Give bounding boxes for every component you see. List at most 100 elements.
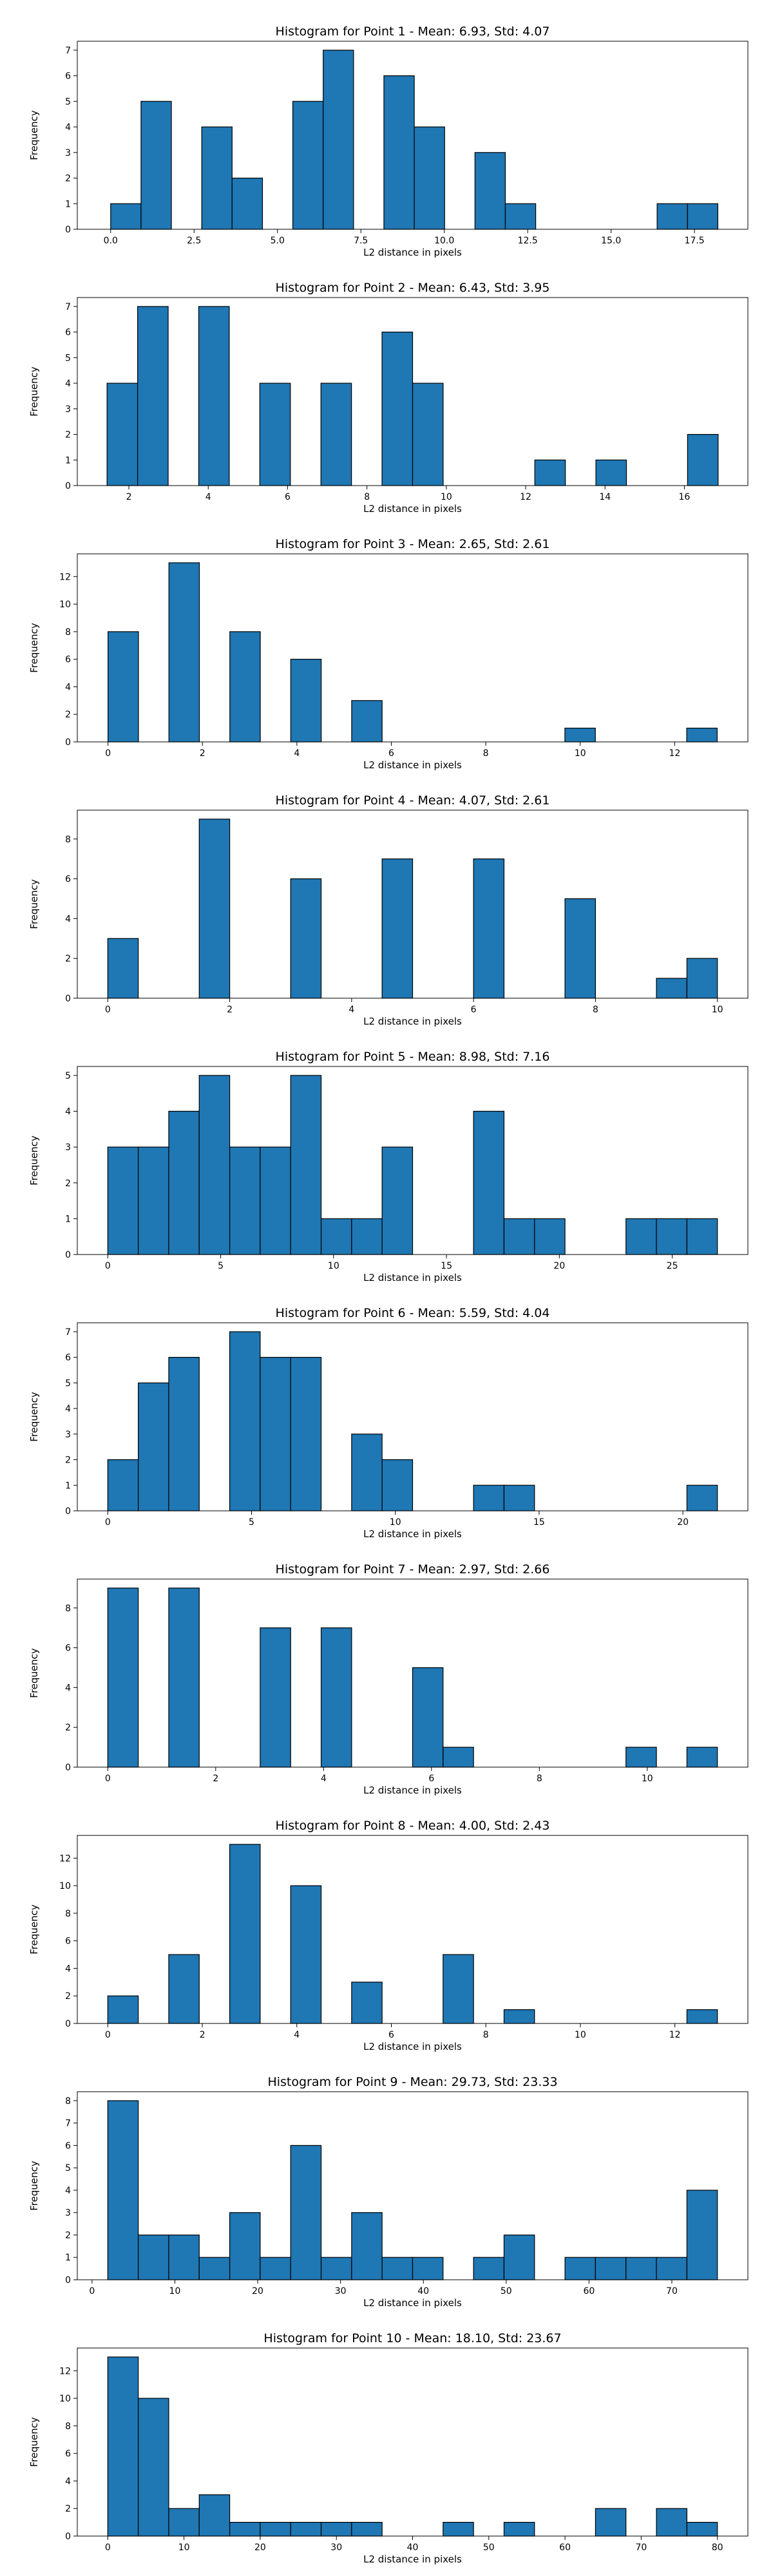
histogram-bar <box>290 1075 322 1255</box>
y-tick-label: 2 <box>65 1991 71 2002</box>
histogram-bar <box>687 203 718 230</box>
y-tick-label: 8 <box>65 1604 71 1614</box>
histogram-bar <box>320 1627 352 1768</box>
chart-title: Histogram for Point 1 - Mean: 6.93, Std:… <box>276 24 550 39</box>
y-tick-label: 7 <box>65 46 71 56</box>
x-tick-label: 8 <box>537 1774 542 1784</box>
y-axis-label: Frequency <box>28 1648 40 1698</box>
histogram-bar <box>656 1218 687 1255</box>
x-tick-label: 10 <box>441 492 452 502</box>
histogram-bar <box>107 1587 139 1768</box>
histogram-bar <box>168 1954 200 2024</box>
histogram-bar <box>260 1627 291 1768</box>
y-tick-label: 6 <box>65 875 71 885</box>
y-axis-label: Frequency <box>28 110 40 160</box>
x-tick-label: 14 <box>599 492 611 502</box>
x-tick-label: 8 <box>593 1005 598 1015</box>
histogram-bar <box>140 100 172 230</box>
histogram-bar <box>260 2257 291 2280</box>
histogram-panel-5: 0 5 10 15 20 25 0 1 2 3 4 5 Histogram for Point 5 - … <box>28 1050 749 1283</box>
plot-frame <box>77 2347 749 2537</box>
x-tick-label: 20 <box>252 2286 263 2297</box>
y-tick-label: 12 <box>59 1853 71 1864</box>
histogram-panel-6: 0 5 10 15 20 0 1 2 3 4 5 6 7 Histogram for Point 6 - … <box>28 1306 749 1540</box>
x-tick-label: 10 <box>178 2543 190 2553</box>
y-tick-label: 8 <box>65 2096 71 2107</box>
y-tick-label: 5 <box>65 1378 71 1388</box>
y-tick-label: 6 <box>65 328 71 338</box>
y-tick-label: 8 <box>65 2421 71 2432</box>
histogram-bar <box>290 2522 322 2537</box>
histogram-bar <box>260 1146 291 1255</box>
x-tick-label: 12 <box>520 492 531 502</box>
histogram-bar <box>108 631 139 743</box>
histogram-bar <box>138 1382 169 1511</box>
y-axis-label: Frequency <box>28 1904 40 1955</box>
histogram-bar <box>168 2508 200 2537</box>
y-tick-label: 0 <box>65 737 71 748</box>
histogram-bar <box>351 1218 383 1255</box>
y-tick-label: 4 <box>65 1683 71 1693</box>
histogram-bar <box>473 858 505 999</box>
chart-title: Histogram for Point 7 - Mean: 2.97, Std:… <box>276 1562 550 1577</box>
x-tick-label: 6 <box>285 492 291 502</box>
y-tick-label: 6 <box>65 2141 71 2151</box>
histogram-panel-9: 0 10 20 30 40 50 60 70 0 1 2 3 4 5 6 7 8 Histogram for Po… <box>28 2075 749 2309</box>
x-tick-label: 30 <box>335 2286 347 2297</box>
chart-title: Histogram for Point 6 - Mean: 5.59, Std:… <box>276 1306 550 1320</box>
y-axis-label: Frequency <box>28 2417 40 2467</box>
x-tick-label: 0 <box>105 1517 111 1528</box>
x-tick-label: 6 <box>388 2030 394 2040</box>
histogram-bar <box>198 819 231 999</box>
x-axis-label: L2 distance in pixels <box>363 1016 462 1027</box>
histogram-bar <box>474 152 506 230</box>
y-tick-label: 2 <box>65 2230 71 2240</box>
histogram-bar <box>229 631 261 743</box>
x-tick-label: 12 <box>669 2030 681 2040</box>
histogram-bar <box>168 562 200 743</box>
x-tick-label: 2 <box>200 748 205 759</box>
x-tick-label: 0 <box>105 2543 111 2553</box>
plot-frame <box>77 41 749 230</box>
histogram-bar <box>504 203 537 230</box>
x-tick-label: 8 <box>483 2030 489 2040</box>
x-tick-label: 80 <box>712 2543 723 2553</box>
y-tick-label: 10 <box>59 1881 71 1891</box>
y-tick-label: 10 <box>59 600 71 610</box>
histogram-bar <box>625 1747 657 1768</box>
x-tick-label: 0 <box>105 748 111 759</box>
x-axis-label: L2 distance in pixels <box>363 1272 462 1283</box>
x-tick-label: 10 <box>390 1517 401 1528</box>
histogram-bar <box>625 1218 657 1255</box>
histogram-bar <box>686 958 718 999</box>
x-tick-label: 6 <box>471 1005 477 1015</box>
histogram-bar <box>320 2522 352 2537</box>
histogram-bar <box>473 1110 505 1255</box>
y-tick-label: 0 <box>65 994 71 1004</box>
histogram-bar <box>412 383 444 486</box>
x-tick-label: 7.5 <box>354 236 368 246</box>
x-tick-label: 6 <box>388 748 394 759</box>
histogram-panel-3: 0 2 4 6 8 10 12 0 2 4 6 8 10 12 Histogram for Point 3 … <box>28 537 749 771</box>
histogram-bar <box>503 1218 535 1255</box>
x-tick-label: 5 <box>249 1517 254 1528</box>
y-tick-label: 1 <box>65 199 71 209</box>
y-tick-label: 0 <box>65 1250 71 1260</box>
histogram-bar <box>503 2522 535 2537</box>
y-tick-label: 2 <box>65 710 71 720</box>
x-tick-label: 60 <box>559 2543 571 2553</box>
histogram-bar <box>381 332 414 486</box>
histogram-bar <box>443 1747 474 1768</box>
histogram-bar <box>201 126 233 230</box>
y-axis-label: Frequency <box>28 2161 40 2211</box>
histogram-bar <box>686 2009 718 2024</box>
x-tick-label: 6 <box>428 1774 434 1784</box>
chart-title: Histogram for Point 9 - Mean: 29.73, Std… <box>267 2075 557 2089</box>
x-tick-label: 20 <box>677 1517 689 1528</box>
y-tick-label: 8 <box>65 835 71 845</box>
plot-frame <box>77 810 749 999</box>
x-axis-label: L2 distance in pixels <box>363 759 462 771</box>
y-tick-label: 4 <box>65 1404 71 1414</box>
histogram-bar <box>168 1357 200 1511</box>
histogram-bar <box>290 878 322 999</box>
